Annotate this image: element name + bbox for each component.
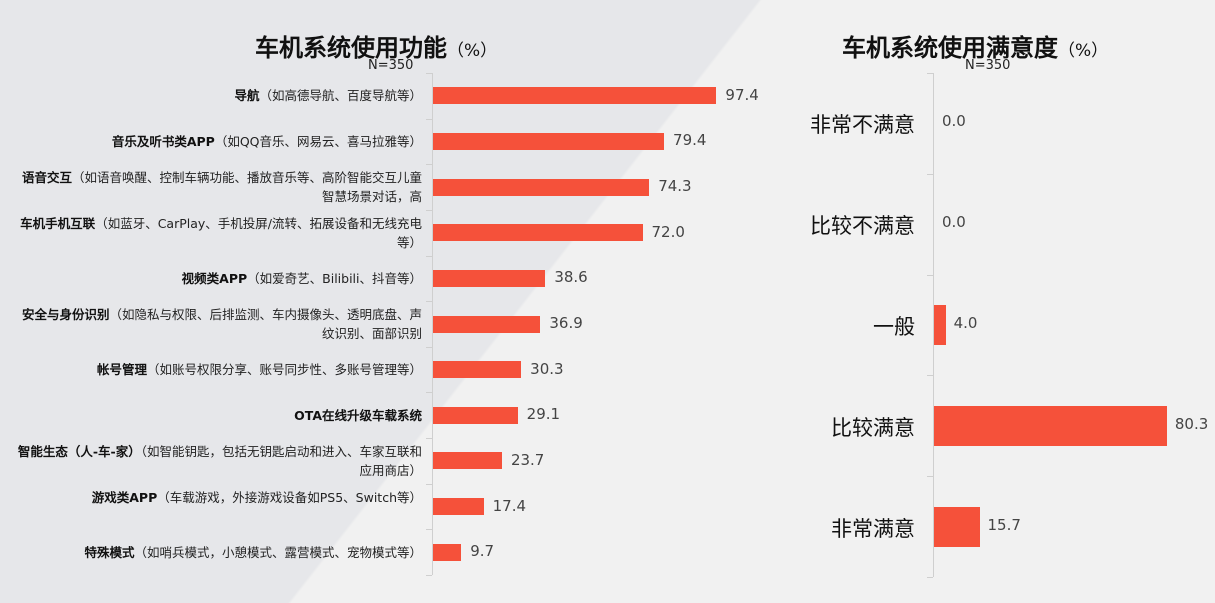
y-tick: [426, 209, 432, 211]
category-label: 非常满意: [831, 516, 915, 541]
category-label: 导航（如高德导航、百度导航等）: [12, 86, 422, 105]
category-name: 游戏类APP: [91, 489, 158, 505]
category-name: 特殊模式: [84, 544, 135, 560]
value-label: 36.9: [549, 314, 583, 332]
category-name: 安全与身份识别: [21, 307, 110, 322]
value-label: 74.3: [658, 177, 692, 196]
category-name: 语音交互: [21, 170, 72, 186]
y-tick: [426, 346, 432, 348]
value-label: 30.3: [530, 359, 564, 378]
category-label: 语音交互（如语音唤醒、控制车辆功能、播放音乐等、高阶智能交互儿童智慧场景对话，高: [12, 168, 422, 206]
bar: [433, 132, 665, 150]
category-desc: （如高德导航、百度导航等）: [259, 88, 422, 104]
y-tick: [426, 118, 432, 120]
category-desc: （如爱奇艺、Bilibili、抖音等）: [247, 270, 422, 286]
bar: [433, 178, 650, 196]
y-tick: [426, 255, 432, 257]
y-tick: [927, 375, 933, 377]
value-label: 4.0: [953, 314, 978, 332]
y-axis: [432, 73, 433, 575]
right-sample-size: N=350: [965, 58, 1011, 73]
category-label: 特殊模式（如哨兵模式，小憩模式、露营模式、宠物模式等）: [12, 543, 422, 562]
bar: [433, 406, 518, 424]
value-label: 0.0: [942, 112, 966, 131]
category-label: 车机手机互联（如蓝牙、CarPlay、手机投屏/流转、拓展设备和无线充电等）: [12, 214, 422, 252]
category-name: 车机手机互联: [20, 215, 96, 231]
bar: [433, 315, 541, 333]
y-tick: [426, 301, 432, 303]
bar: [433, 87, 717, 105]
y-tick: [927, 73, 933, 74]
y-tick: [426, 73, 432, 74]
left-sample-size: N=350: [368, 58, 414, 73]
category-label: 比较不满意: [810, 214, 915, 239]
y-tick: [927, 173, 933, 175]
y-tick: [426, 164, 432, 166]
category-label: 智能生态（人-车-家）（如智能钥匙，包括无钥匙启动和进入、车家互联和应用商店）: [12, 442, 422, 480]
y-tick: [927, 577, 933, 578]
bar: [433, 269, 546, 287]
category-label: 一般: [873, 315, 915, 339]
category-desc: （如语音唤醒、控制车辆功能、播放音乐等、高阶智能交互儿童智慧场景对话，高: [71, 170, 422, 205]
category-name: OTA在线升级车载系统: [294, 407, 422, 423]
value-label: 9.7: [470, 542, 495, 561]
bar: [433, 498, 484, 516]
category-desc: （车载游戏，外接游戏设备如PS5、Switch等）: [157, 489, 422, 505]
value-label: 15.7: [987, 515, 1021, 534]
bar: [934, 405, 1167, 446]
category-label: 音乐及听书类APP（如QQ音乐、网易云、喜马拉雅等）: [12, 132, 422, 151]
category-label: OTA在线升级车载系统: [12, 406, 422, 425]
category-name: 帐号管理: [96, 362, 147, 378]
category-name: 智能生态（人-车-家）: [17, 443, 141, 459]
y-tick: [426, 438, 432, 440]
value-label: 97.4: [725, 85, 759, 104]
category-desc: （如QQ音乐、网易云、喜马拉雅等）: [214, 133, 422, 149]
bar: [433, 452, 502, 470]
value-label: 72.0: [651, 222, 685, 241]
category-label: 非常不满意: [810, 113, 915, 138]
y-tick: [426, 575, 432, 576]
category-label: 视频类APP（如爱奇艺、Bilibili、抖音等）: [12, 269, 422, 288]
value-label: 17.4: [492, 496, 527, 515]
category-desc: （如账号权限分享、账号同步性、多账号管理等）: [146, 362, 422, 378]
category-label: 比较满意: [831, 415, 915, 440]
category-label: 游戏类APP（车载游戏，外接游戏设备如PS5、Switch等）: [12, 488, 422, 507]
bar: [934, 506, 980, 547]
category-name: 视频类APP: [181, 270, 248, 286]
category-label: 安全与身份识别（如隐私与权限、后排监测、车内摄像头、透明底盘、声纹识别、面部识别: [12, 305, 422, 343]
value-label: 80.3: [1174, 414, 1209, 433]
bar: [433, 361, 522, 379]
y-axis: [933, 73, 934, 577]
category-desc: （如蓝牙、CarPlay、手机投屏/流转、拓展设备和无线充电等）: [95, 215, 422, 250]
y-tick: [927, 476, 933, 478]
y-tick: [927, 274, 933, 276]
category-name: 音乐及听书类APP: [111, 133, 215, 149]
value-label: 38.6: [554, 268, 588, 287]
value-label: 0.0: [942, 213, 966, 232]
category-desc: （如哨兵模式，小憩模式、露营模式、宠物模式等）: [134, 544, 422, 560]
category-desc: （如隐私与权限、后排监测、车内摄像头、透明底盘、声纹识别、面部识别: [109, 307, 422, 341]
bar: [433, 543, 462, 561]
category-name: 导航: [234, 88, 260, 104]
y-tick: [426, 392, 432, 394]
y-tick: [426, 483, 432, 485]
value-label: 23.7: [510, 450, 545, 469]
left-chart-title: 车机系统使用功能（%）: [255, 34, 498, 62]
bar: [934, 305, 946, 345]
category-desc: （如智能钥匙，包括无钥匙启动和进入、车家互联和应用商店）: [140, 443, 422, 478]
bar: [433, 224, 643, 242]
value-label: 29.1: [526, 405, 561, 424]
value-label: 79.4: [673, 131, 707, 150]
right-chart-title: 车机系统使用满意度（%）: [842, 34, 1109, 62]
y-tick: [426, 529, 432, 531]
category-label: 帐号管理（如账号权限分享、账号同步性、多账号管理等）: [12, 360, 422, 379]
